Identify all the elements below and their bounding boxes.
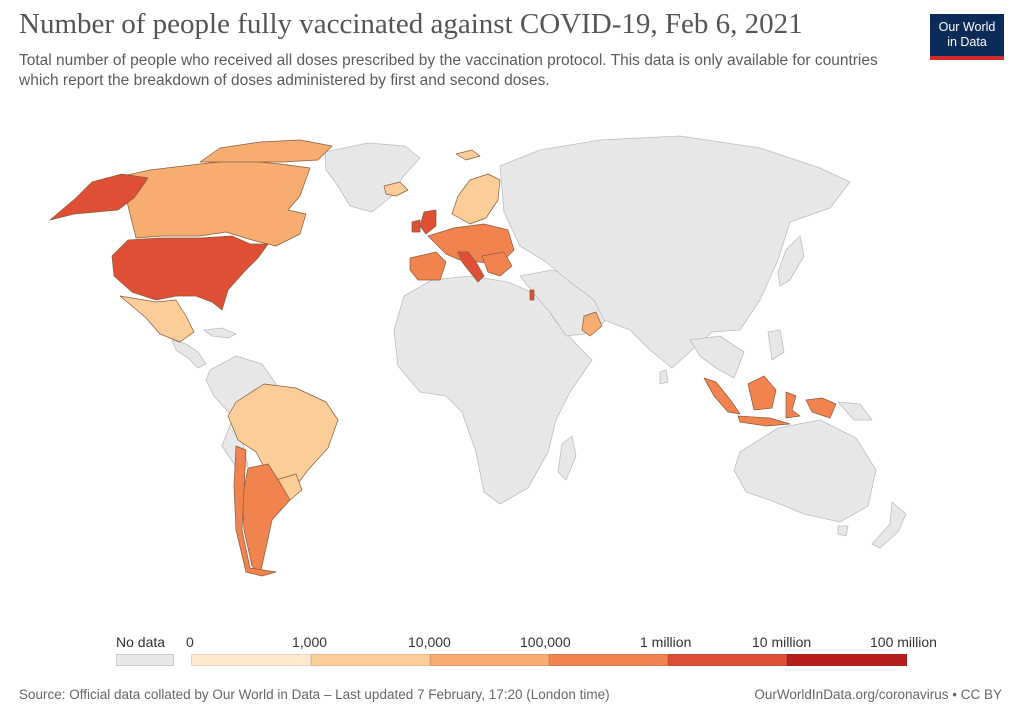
- tick-label-100000: 100,000: [520, 634, 571, 650]
- new-zealand[interactable]: [871, 501, 907, 549]
- logo-line-1: Our World: [938, 20, 996, 34]
- italy[interactable]: [457, 251, 485, 283]
- southeast-asia[interactable]: [689, 335, 745, 379]
- sumatra[interactable]: [703, 377, 741, 415]
- papua-new-guinea[interactable]: [837, 401, 873, 421]
- legend-segment-1: [191, 654, 311, 666]
- arctic-islands[interactable]: [199, 139, 333, 163]
- source-note: Source: Official data collated by Our Wo…: [19, 687, 610, 702]
- united-states[interactable]: [111, 235, 269, 311]
- license-link[interactable]: OurWorldInData.org/coronavirus • CC BY: [754, 687, 1002, 702]
- chart-title: Number of people fully vaccinated agains…: [19, 8, 803, 40]
- tasmania[interactable]: [837, 525, 849, 537]
- iberia[interactable]: [409, 251, 447, 281]
- iceland[interactable]: [383, 181, 409, 197]
- chart-subtitle: Total number of people who received all …: [19, 52, 878, 89]
- greenland[interactable]: [324, 142, 421, 213]
- central-america[interactable]: [171, 339, 207, 369]
- owid-logo[interactable]: Our World in Data: [930, 14, 1004, 60]
- tick-label-0: 0: [186, 634, 194, 650]
- uk[interactable]: [419, 209, 437, 235]
- legend-segment-6: [787, 654, 907, 666]
- tick-label-10000: 10,000: [408, 634, 451, 650]
- caribbean[interactable]: [203, 327, 237, 339]
- sri-lanka[interactable]: [659, 369, 669, 385]
- brazil[interactable]: [227, 383, 339, 495]
- legend-segment-4: [549, 654, 668, 666]
- australia[interactable]: [733, 419, 877, 523]
- tick-label-10-million: 10 million: [752, 634, 812, 650]
- java[interactable]: [737, 415, 791, 427]
- no-data-swatch: [116, 654, 174, 666]
- legend-segment-5: [668, 654, 787, 666]
- logo-line-2: in Data: [947, 35, 987, 49]
- madagascar[interactable]: [557, 435, 577, 481]
- tick-label-1-million: 1 million: [640, 634, 692, 650]
- ireland[interactable]: [411, 219, 421, 233]
- legend-segment-2: [311, 654, 430, 666]
- canada[interactable]: [121, 159, 311, 247]
- argentina[interactable]: [241, 463, 291, 575]
- tick-label-1000: 1,000: [292, 634, 328, 650]
- nordics[interactable]: [451, 173, 501, 225]
- africa[interactable]: [393, 275, 593, 505]
- chile[interactable]: [233, 445, 277, 577]
- no-data-label: No data: [116, 634, 166, 650]
- west-papua[interactable]: [805, 397, 837, 419]
- northern-south-america[interactable]: [205, 355, 277, 471]
- svalbard[interactable]: [455, 149, 481, 161]
- russia-asia[interactable]: [499, 135, 851, 369]
- legend-segment-3: [430, 654, 549, 666]
- balkans[interactable]: [481, 251, 513, 277]
- tick-label-100-million: 100 million: [870, 634, 937, 650]
- alaska[interactable]: [49, 173, 149, 221]
- philippines[interactable]: [767, 329, 785, 361]
- oman[interactable]: [581, 311, 603, 337]
- sulawesi[interactable]: [785, 391, 801, 419]
- borneo[interactable]: [747, 375, 777, 411]
- japan[interactable]: [777, 235, 805, 287]
- mexico[interactable]: [119, 295, 195, 343]
- israel[interactable]: [529, 289, 535, 301]
